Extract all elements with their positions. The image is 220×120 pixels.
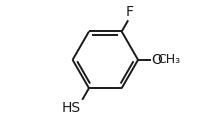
Text: HS: HS [62, 101, 81, 115]
Text: F: F [125, 5, 133, 19]
Text: CH₃: CH₃ [157, 53, 180, 66]
Text: O: O [151, 53, 162, 67]
